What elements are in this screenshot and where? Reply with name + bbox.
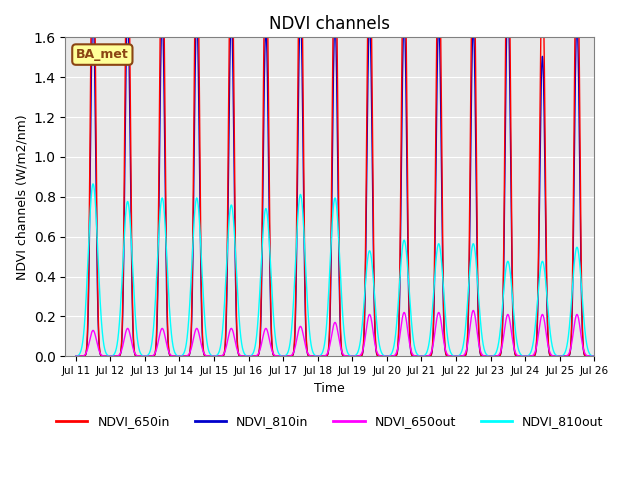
Y-axis label: NDVI channels (W/m2/nm): NDVI channels (W/m2/nm) bbox=[15, 114, 28, 280]
Title: NDVI channels: NDVI channels bbox=[269, 15, 390, 33]
Legend: NDVI_650in, NDVI_810in, NDVI_650out, NDVI_810out: NDVI_650in, NDVI_810in, NDVI_650out, NDV… bbox=[51, 410, 609, 433]
X-axis label: Time: Time bbox=[314, 382, 345, 395]
Text: BA_met: BA_met bbox=[76, 48, 129, 61]
